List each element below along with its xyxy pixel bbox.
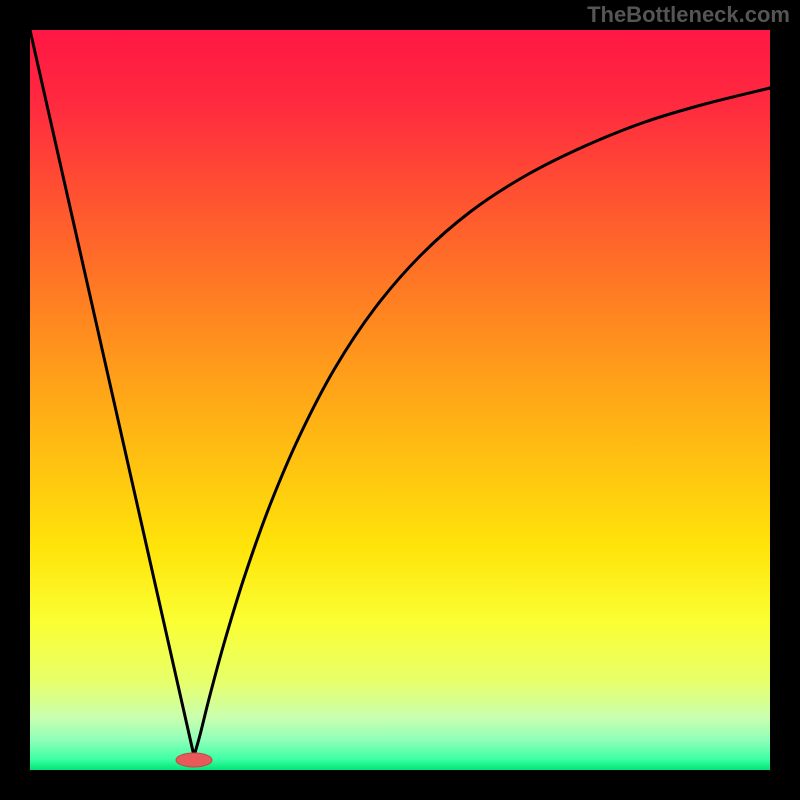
- minimum-marker: [176, 753, 212, 767]
- chart-container: TheBottleneck.com: [0, 0, 800, 800]
- plot-background: [30, 30, 770, 770]
- chart-svg: [0, 0, 800, 800]
- watermark-text: TheBottleneck.com: [587, 2, 790, 28]
